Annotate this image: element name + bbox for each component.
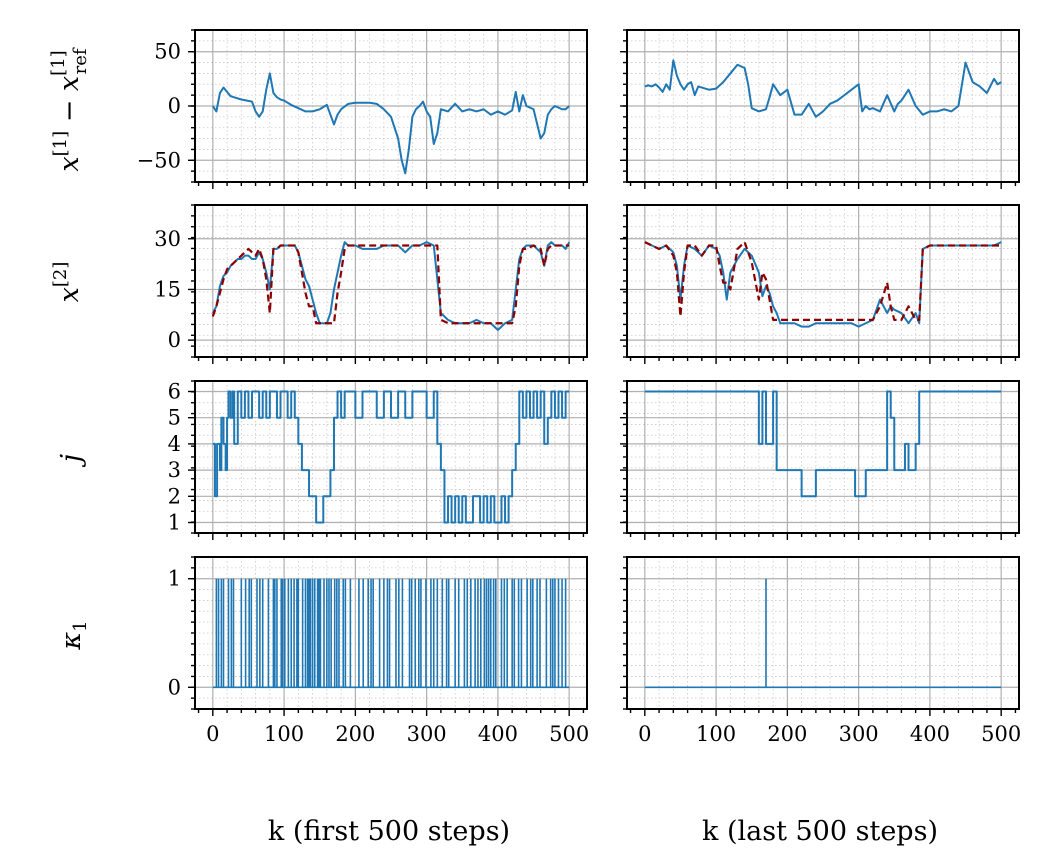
x-ticks: 0 100 200 300 400 500 [629, 709, 1021, 746]
y-ticks: 50 0 −50 [137, 29, 195, 183]
y-ticks: 30 15 0 [154, 204, 195, 358]
y-tick-label: 50 [154, 40, 181, 64]
x-ticks [629, 357, 1017, 364]
x-ticks [629, 182, 1017, 189]
plot-area [644, 241, 1002, 328]
y-tick-label: −50 [137, 148, 181, 172]
plot-area [212, 390, 570, 524]
y-ticks [620, 380, 627, 534]
ylabel-row4: κ1 [56, 620, 91, 650]
svg-text:κ1: κ1 [56, 620, 91, 650]
x-ticks [197, 533, 585, 540]
x-tick-label: 100 [264, 722, 304, 746]
panel-row2-left: 30 15 0 [154, 204, 588, 364]
y-tick-label: 0 [168, 94, 181, 118]
y-tick-label: 2 [168, 484, 181, 508]
x-ticks: 0 100 200 300 400 500 [197, 709, 589, 746]
ylabel-row3: j [56, 454, 87, 467]
major-grid [627, 205, 1019, 357]
y-tick-label: 15 [154, 277, 181, 301]
y-ticks: 10 [168, 556, 195, 710]
x-tick-label: 500 [549, 722, 589, 746]
y-tick-label: 1 [168, 511, 181, 535]
x-tick-label: 200 [767, 722, 807, 746]
x-tick-label: 0 [638, 722, 651, 746]
panel-row4-right: 0 100 200 300 400 500 [620, 556, 1021, 746]
x-ticks [197, 182, 585, 189]
minor-grid [627, 381, 1019, 533]
y-tick-label: 3 [168, 458, 181, 482]
x-ticks [197, 357, 585, 364]
x-tick-label: 200 [335, 722, 375, 746]
ylabel-row2: x[2] [50, 262, 85, 303]
series-line [644, 59, 1002, 118]
x-tick-label: 0 [206, 722, 219, 746]
plot-area [212, 578, 570, 689]
svg-text:j: j [56, 454, 87, 467]
minor-grid [627, 557, 1019, 709]
y-tick-label: 5 [168, 406, 181, 430]
major-grid [195, 205, 587, 357]
x-tick-label: 400 [910, 722, 950, 746]
series-line [211, 72, 570, 175]
x-tick-label: 100 [696, 722, 736, 746]
xlabel-right: k (last 500 steps) [702, 816, 938, 847]
series-line [212, 390, 570, 524]
reference-line [211, 244, 570, 325]
plot-area [211, 241, 571, 331]
y-tick-label: 4 [168, 432, 181, 456]
y-ticks [620, 204, 627, 358]
major-grid [627, 30, 1019, 182]
major-grid [195, 30, 587, 182]
x-tick-label: 500 [981, 722, 1021, 746]
series-line [644, 390, 1002, 498]
y-tick-label: 0 [168, 675, 181, 699]
svg-text:x[1] − x[1]ref: x[1] − x[1]ref [48, 47, 91, 172]
panel-row2-right [620, 204, 1020, 364]
minor-grid [627, 205, 1019, 357]
plot-area [644, 59, 1002, 118]
x-tick-label: 300 [839, 722, 879, 746]
series-line [212, 578, 570, 689]
ylabel-row1: x[1] − x[1]ref [48, 47, 91, 172]
plot-area [644, 390, 1002, 498]
panel-row1-right [620, 29, 1020, 189]
panel-row1-left: 50 0 −50 [137, 29, 588, 189]
x-tick-label: 300 [407, 722, 447, 746]
xlabel-left: k (first 500 steps) [268, 816, 510, 847]
minor-grid [195, 205, 587, 357]
series-line [644, 578, 1002, 689]
minor-grid [195, 557, 587, 709]
x-tick-label: 400 [478, 722, 518, 746]
y-ticks [620, 556, 627, 710]
svg-text:x[2]: x[2] [50, 262, 85, 303]
y-ticks [620, 29, 627, 183]
x-ticks [629, 533, 1017, 540]
y-tick-label: 6 [168, 379, 181, 403]
y-tick-label: 30 [154, 227, 181, 251]
plot-area [211, 72, 570, 175]
y-tick-label: 0 [168, 328, 181, 352]
plot-area [644, 578, 1002, 689]
panel-row3-right [620, 380, 1020, 540]
reference-line [644, 241, 1002, 321]
y-tick-label: 1 [168, 567, 181, 591]
